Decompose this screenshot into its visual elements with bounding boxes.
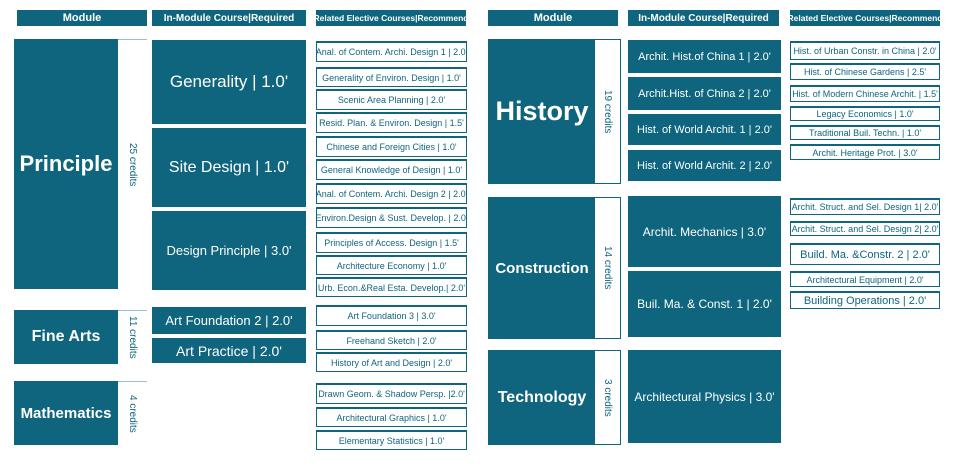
left-elective-4: Resid. Plan. & Environ. Design | 1.5' [316,112,467,133]
right-elective-5: Traditional Buil. Techn. | 1.0' [790,125,940,140]
module-principle-label: Principle [14,39,118,289]
right-course-hist-world-2: Hist. of World Archit. 2 | 2.0' [628,150,781,181]
module-principle-credits: 25 credits [118,39,147,289]
module-mathematics: Mathematics 4 credits [14,381,147,445]
left-elective-13: Freehand Sketch | 2.0' [316,330,467,350]
right-elective-1: Hist. of Urban Constr. in China | 2.0' [790,41,940,60]
right-elective-6: Archit. Heritage Prot. | 3.0' [790,144,940,160]
left-elective-15: Drawn Geom. & Shadow Persp. |2.0' [316,383,467,404]
left-elective-5: Chinese and Foreign Cities | 1.0' [316,136,467,157]
left-course-art-foundation-2: Art Foundation 2 | 2.0' [152,307,306,334]
module-history-credits: 19 credits [595,40,620,183]
module-construction-label: Construction [489,198,595,338]
module-mathematics-label: Mathematics [14,381,118,445]
right-course-archit-physics: Architectural Physics | 3.0' [628,350,781,443]
left-course-generality: Generality | 1.0' [152,40,306,124]
left-elective-11: Urb. Econ.&Real Esta. Develop.| 2.0' [316,277,467,297]
left-elective-10: Architecture Economy | 1.0' [316,255,467,275]
right-elective-10: Architectural Equipment | 2.0' [790,271,940,287]
right-course-hist-china-2: Archit.Hist. of China 2 | 2.0' [628,77,781,110]
left-elective-header: Related Elective Courses|Recommend [316,10,466,26]
left-course-header: In-Module Course|Required [152,10,306,26]
module-history: History 19 credits [488,39,621,184]
module-fine-arts-credits: 11 credits [118,310,147,364]
right-elective-4: Legacy Economics | 1.0' [790,106,940,121]
right-elective-2: Hist. of Chinese Gardens | 2.5' [790,63,940,80]
module-technology: Technology 3 credits [488,350,621,445]
left-elective-2: Generality of Environ. Design | 1.0' [316,67,467,87]
left-course-design-principle: Design Principle | 3.0' [152,211,306,290]
right-module-header: Module [488,10,618,26]
left-module-header: Module [17,10,147,26]
module-history-label: History [489,40,595,183]
left-elective-12: Art Foundation 3 | 3.0' [316,305,467,326]
left-elective-16: Architectural Graphics | 1.0' [316,407,467,427]
module-technology-credits: 3 credits [595,351,620,444]
left-elective-14: History of Art and Design | 2.0' [316,352,467,372]
right-elective-3: Hist. of Modern Chinese Archit. | 1.5' [790,85,940,102]
module-mathematics-credits: 4 credits [118,381,147,445]
right-course-buil-ma-const-1: Buil. Ma. & Const. 1 | 2.0' [628,271,781,337]
right-course-archit-mechanics: Archit. Mechanics | 3.0' [628,196,781,267]
module-principle: Principle 25 credits [14,39,147,289]
right-elective-11: Building Operations | 2.0' [790,291,940,309]
module-technology-label: Technology [489,351,595,444]
right-course-header: In-Module Course|Required [628,10,779,26]
left-elective-9: Principles of Access. Design | 1.5' [316,232,467,253]
right-elective-7: Archit. Struct. and Sel. Design 1| 2.0' [790,198,940,215]
left-elective-1: Anal. of Contem. Archi. Design 1 | 2.0' [316,41,467,62]
module-fine-arts-label: Fine Arts [14,310,118,364]
module-fine-arts: Fine Arts 11 credits [14,310,147,364]
left-course-art-practice: Art Practice | 2.0' [152,338,306,363]
right-course-hist-world-1: Hist. of World Archit. 1 | 2.0' [628,114,781,145]
right-elective-header: Related Elective Courses|Recommend [790,10,940,26]
right-course-hist-china-1: Archit. Hist.of China 1 | 2.0' [628,40,781,73]
left-elective-3: Scenic Area Planning | 2.0' [316,89,467,110]
left-elective-17: Elementary Statistics | 1.0' [316,430,467,450]
module-construction: Construction 14 credits [488,197,621,339]
right-elective-9: Build. Ma. &Constr. 2 | 2.0' [790,243,940,265]
left-elective-6: General Knowledge of Design | 1.0' [316,159,467,180]
left-course-site-design: Site Design | 1.0' [152,128,306,207]
module-construction-credits: 14 credits [595,198,620,338]
left-elective-7: Anal. of Contem. Archi. Design 2 | 2.0' [316,183,467,204]
left-elective-8: Environ.Design & Sust. Develop. | 2.0' [316,207,467,228]
right-elective-8: Archit. Struct. and Sel. Design 2| 2.0' [790,221,940,236]
